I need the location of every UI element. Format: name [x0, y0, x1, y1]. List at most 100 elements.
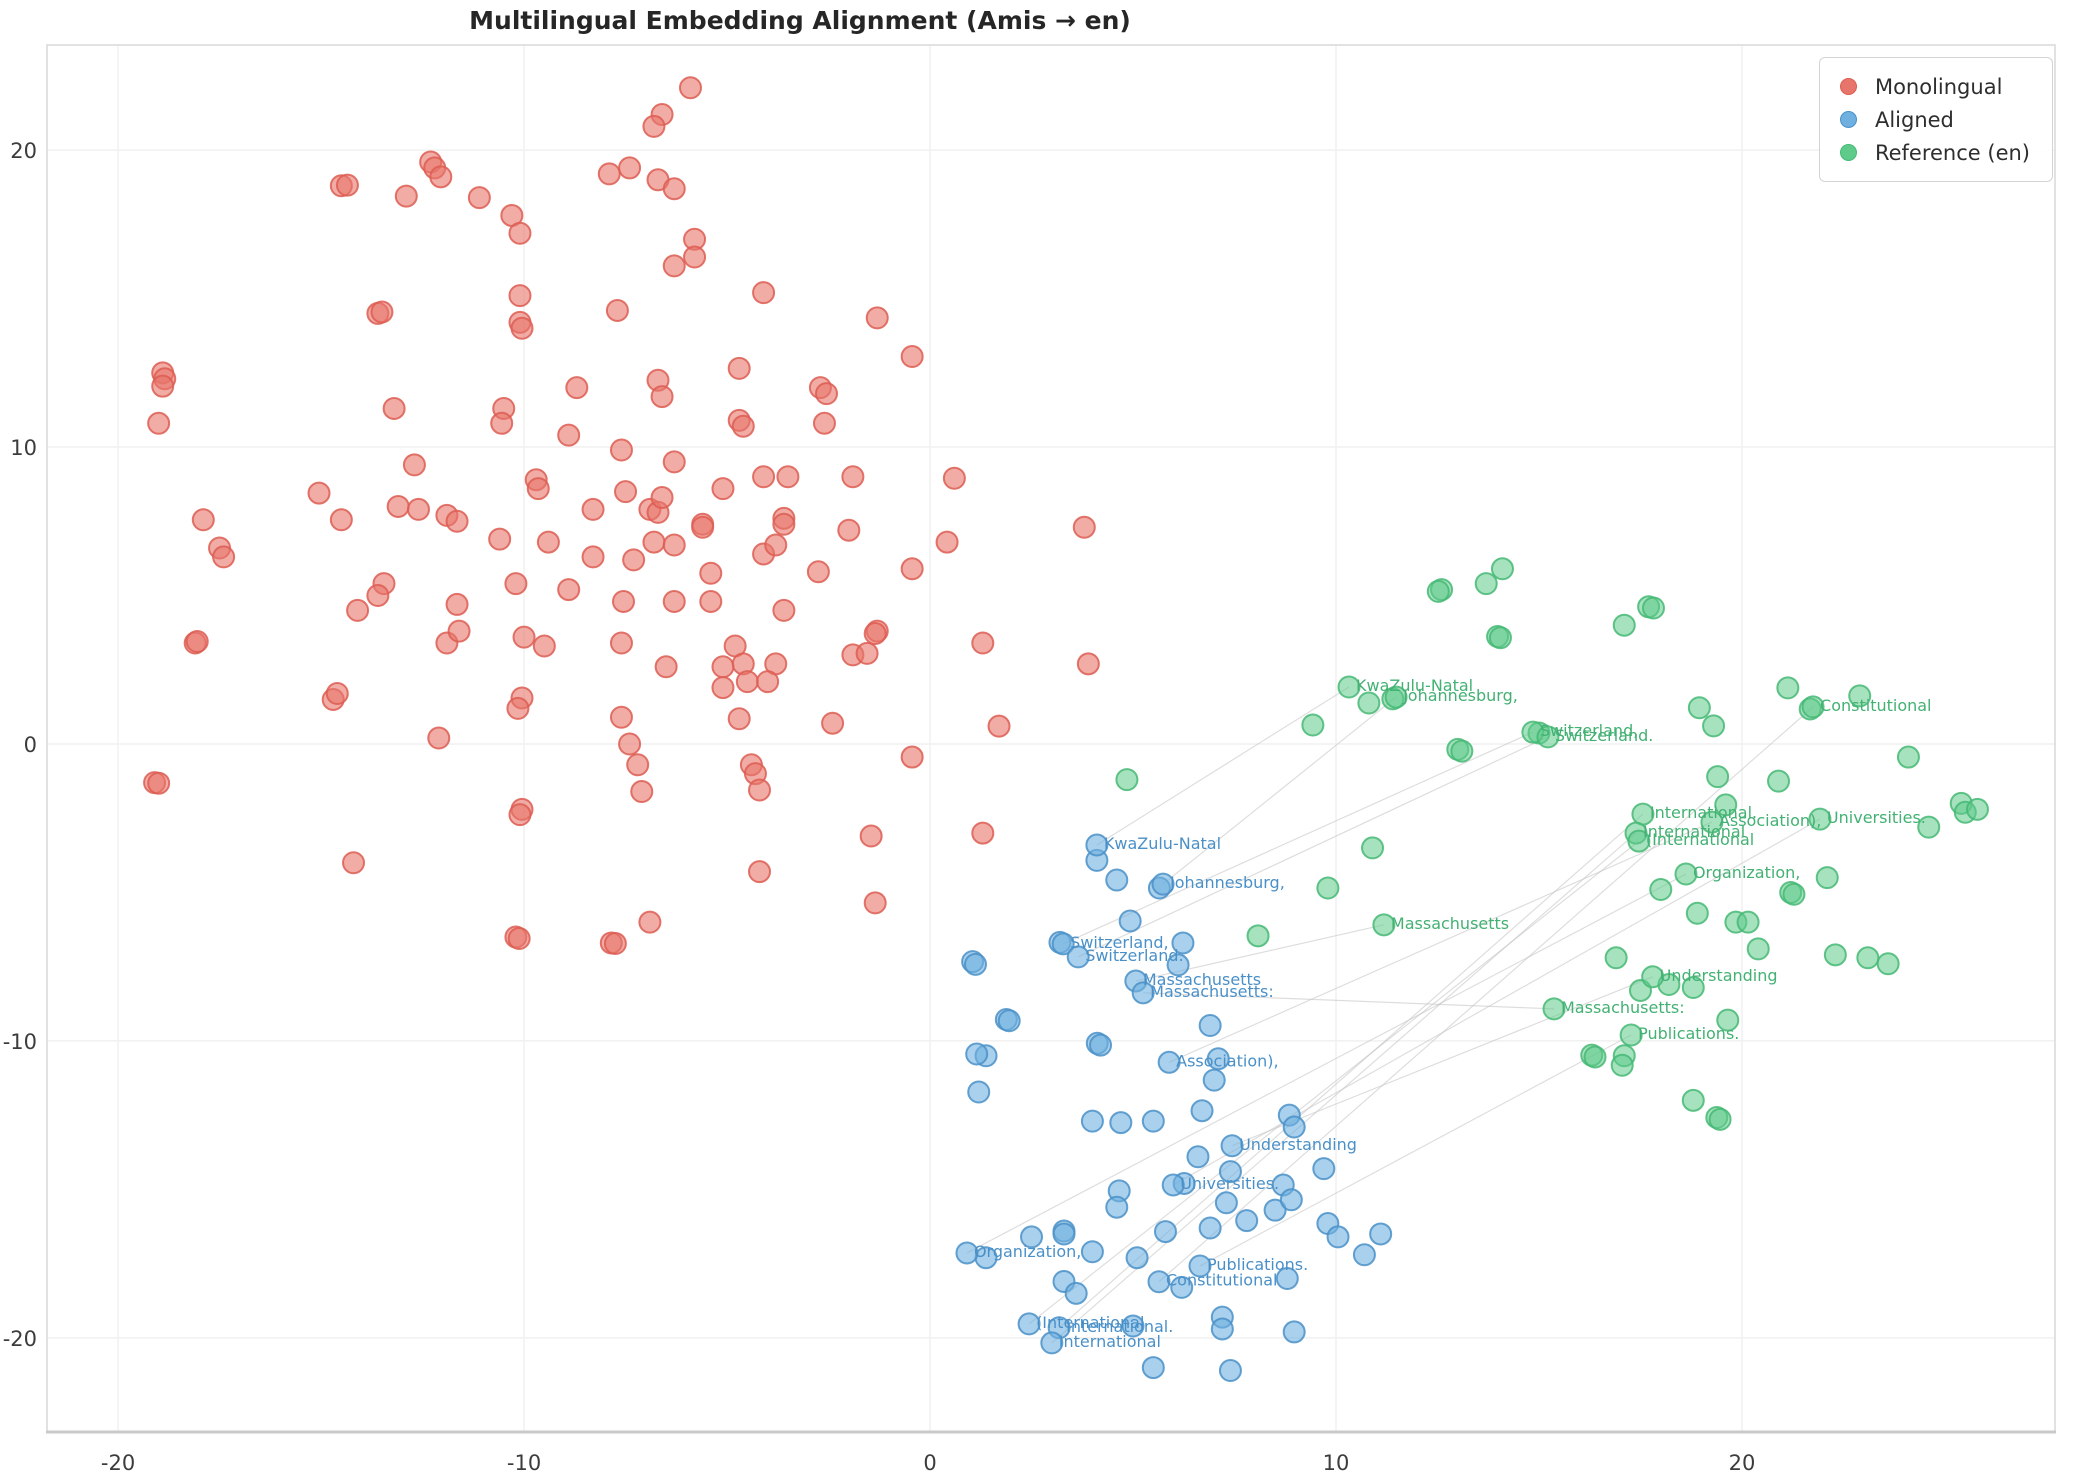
data-point-aligned — [1147, 1270, 1171, 1294]
data-point-reference-en — [1823, 943, 1847, 967]
data-point-monolingual — [642, 114, 666, 138]
data-point-monolingual — [735, 670, 759, 694]
data-point-aligned — [1080, 1109, 1104, 1133]
data-point-monolingual — [764, 533, 788, 557]
data-point-monolingual — [581, 545, 605, 569]
point-label-reference-en: Understanding — [1660, 966, 1778, 985]
data-point-monolingual — [185, 630, 209, 654]
alignment-line — [1231, 976, 1653, 1147]
point-label-reference-en: (International — [1646, 830, 1754, 849]
point-label-reference-en: Massachusetts: — [1561, 998, 1685, 1017]
data-point-aligned — [1166, 953, 1190, 977]
data-point-reference-en — [1815, 866, 1839, 890]
data-point-monolingual — [507, 926, 531, 950]
data-point-monolingual — [812, 411, 836, 435]
data-point-monolingual — [506, 696, 530, 720]
chart-title: Multilingual Embedding Alignment (Amis →… — [469, 6, 1131, 35]
data-point-monolingual — [859, 824, 883, 848]
data-point-aligned — [1312, 1157, 1336, 1181]
data-point-reference-en — [1702, 714, 1726, 738]
data-point-reference-en — [1604, 946, 1628, 970]
data-point-monolingual — [346, 598, 370, 622]
data-point-monolingual — [581, 497, 605, 521]
x-tick-label: 10 — [1323, 1451, 1350, 1475]
data-point-aligned — [1157, 1050, 1181, 1074]
data-point-reference-en — [1714, 793, 1738, 817]
point-label-aligned: International — [1059, 1332, 1161, 1351]
data-point-monolingual — [429, 165, 453, 189]
data-point-monolingual — [307, 481, 331, 505]
data-point-monolingual — [406, 497, 430, 521]
data-point-aligned — [963, 952, 987, 976]
point-label-aligned: Switzerland, — [1070, 933, 1168, 952]
data-point-reference-en — [1917, 815, 1941, 839]
data-point-monolingual — [683, 245, 707, 269]
data-point-aligned — [1214, 1191, 1238, 1215]
data-point-monolingual — [662, 177, 686, 201]
alignment-line — [1143, 992, 1555, 1010]
data-point-reference-en — [1384, 685, 1408, 709]
data-point-aligned — [1153, 1220, 1177, 1244]
data-point-reference-en — [1801, 695, 1825, 719]
data-point-monolingual — [865, 306, 889, 330]
legend-label: Reference (en) — [1874, 140, 2030, 165]
legend-swatch-monolingual — [1839, 78, 1857, 95]
alignment-line — [1158, 706, 1814, 1283]
data-point-reference-en — [1450, 739, 1474, 763]
data-point-reference-en — [1583, 1045, 1607, 1069]
data-point-monolingual — [618, 156, 642, 180]
alignment-line — [1028, 840, 1640, 1325]
data-point-aligned — [1161, 1173, 1185, 1197]
data-point-reference-en — [1115, 768, 1139, 792]
data-point-aligned — [1171, 931, 1195, 955]
data-point-reference-en — [1896, 745, 1920, 769]
data-point-monolingual — [508, 221, 532, 245]
point-label-aligned: Constitutional — [1166, 1271, 1277, 1290]
point-label-aligned: (International — [1036, 1313, 1144, 1332]
point-label-reference-en: Organization, — [1693, 863, 1800, 882]
data-point-reference-en — [1706, 765, 1730, 789]
data-point-reference-en — [1536, 725, 1560, 749]
data-point-reference-en — [1619, 1023, 1643, 1047]
data-point-reference-en — [1246, 924, 1270, 948]
data-point-monolingual — [821, 711, 845, 735]
data-point-reference-en — [1746, 937, 1770, 961]
data-point-reference-en — [1361, 836, 1385, 860]
data-point-aligned — [1275, 1266, 1299, 1290]
data-point-aligned — [1170, 1275, 1194, 1299]
data-point-reference-en — [1782, 882, 1806, 906]
data-point-reference-en — [1965, 797, 1989, 821]
data-point-monolingual — [402, 453, 426, 477]
data-point-aligned — [1121, 1314, 1145, 1338]
data-point-aligned — [1141, 1356, 1165, 1380]
point-label-reference-en: Publications. — [1638, 1024, 1739, 1043]
data-point-aligned — [1109, 1111, 1133, 1135]
data-point-reference-en — [1736, 910, 1760, 934]
data-point-aligned — [1052, 1222, 1076, 1246]
y-tick-label: 10 — [10, 436, 37, 460]
point-label-reference-en: Johannesburg, — [1402, 686, 1518, 705]
data-point-aligned — [1188, 1254, 1212, 1278]
data-point-monolingual — [711, 655, 735, 679]
data-point-reference-en — [1372, 913, 1396, 937]
data-point-monolingual — [427, 726, 451, 750]
data-point-monolingual — [618, 732, 642, 756]
data-point-monolingual — [512, 625, 536, 649]
data-point-aligned — [1020, 1225, 1044, 1249]
alignment-line — [1058, 813, 1644, 1329]
data-point-reference-en — [1612, 613, 1636, 637]
point-label-aligned: Understanding — [1239, 1135, 1357, 1154]
data-point-reference-en — [1776, 676, 1800, 700]
data-point-aligned — [1218, 1160, 1242, 1184]
data-point-monolingual — [532, 634, 556, 658]
data-point-reference-en — [1685, 901, 1709, 925]
data-point-aligned — [1198, 1216, 1222, 1240]
data-point-monolingual — [662, 589, 686, 613]
data-point-reference-en — [1542, 997, 1566, 1021]
data-point-reference-en — [1474, 572, 1498, 596]
data-point-monolingual — [678, 76, 702, 100]
data-point-reference-en — [1641, 965, 1665, 989]
data-point-aligned — [1282, 1320, 1306, 1344]
data-point-monolingual — [597, 162, 621, 186]
